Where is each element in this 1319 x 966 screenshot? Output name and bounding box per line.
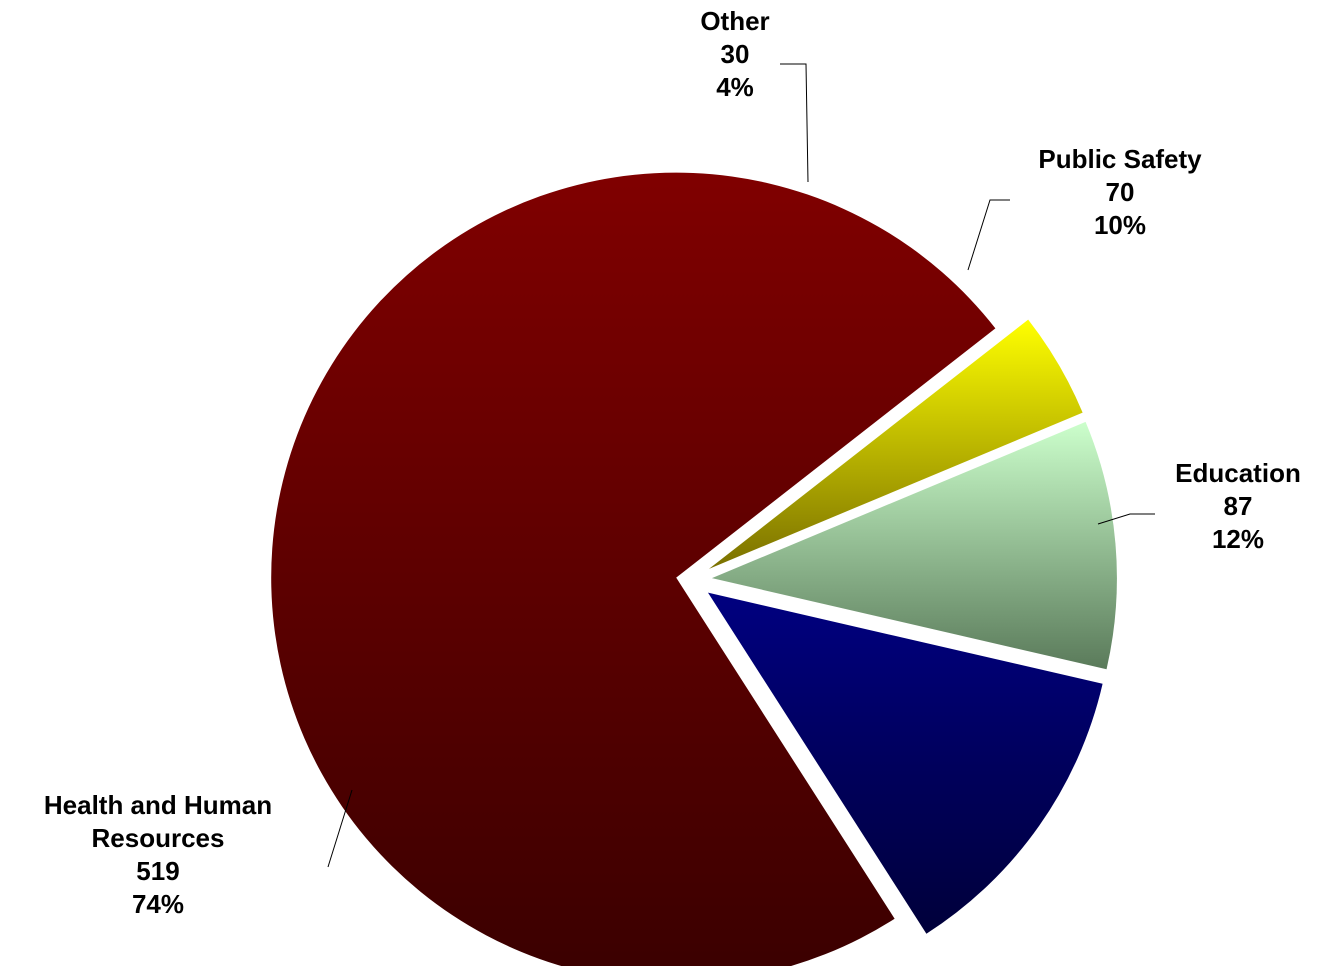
slice-value-text: 70 [1106, 177, 1135, 207]
slice-percent-text: 4% [716, 72, 754, 102]
pie-slices [271, 172, 1117, 966]
slice-label-health-and-human-resources: Health and Human Resources 519 74% [44, 790, 272, 919]
slice-percent-text: 10% [1094, 210, 1146, 240]
pie-slice-public-safety [711, 421, 1117, 670]
leader-line-health-and-human-resources [327, 789, 353, 868]
slice-label-other: Other 30 4% [700, 6, 769, 102]
pie-slice-health-and-human-resources [271, 172, 996, 966]
slice-percent-text: 12% [1212, 524, 1264, 554]
slice-name-text: Other [700, 6, 769, 36]
pie-slice-education [707, 592, 1103, 934]
pie-slice-other [708, 319, 1083, 569]
slice-name-text: Resources [92, 823, 225, 853]
slice-name-text: Education [1175, 458, 1301, 488]
slice-label-public-safety: Public Safety 70 10% [1038, 144, 1202, 240]
slice-name-text: Health and Human [44, 790, 272, 820]
slice-value-text: 87 [1224, 491, 1253, 521]
slice-percent-text: 74% [132, 889, 184, 919]
slice-labels: Education 87 12% Health and Human Resources 5… [44, 6, 1301, 919]
slice-value-text: 30 [721, 39, 750, 69]
leader-line-other [780, 63, 809, 183]
leader-line-public-safety [967, 199, 1010, 271]
leader-line-education [1097, 513, 1155, 525]
leader-lines [327, 63, 1155, 868]
slice-label-education: Education 87 12% [1175, 458, 1301, 554]
slice-value-text: 519 [136, 856, 179, 886]
slice-name-text: Public Safety [1038, 144, 1202, 174]
